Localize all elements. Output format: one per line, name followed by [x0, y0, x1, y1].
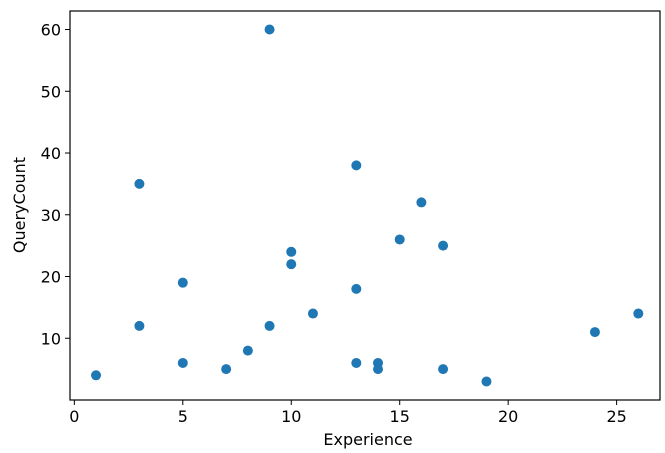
data-point	[589, 327, 600, 338]
data-point	[438, 240, 449, 251]
data-point	[177, 357, 188, 368]
data-point	[177, 277, 188, 288]
data-point	[221, 364, 232, 375]
data-point	[91, 370, 102, 381]
x-tick-label: 0	[69, 407, 79, 426]
data-point	[286, 259, 297, 270]
x-tick-label: 20	[498, 407, 518, 426]
y-tick-label: 60	[41, 21, 61, 40]
data-point	[633, 308, 644, 319]
data-point	[134, 178, 145, 189]
data-point	[438, 364, 449, 375]
data-point	[373, 364, 384, 375]
x-axis-ticks: 0 5 10 15 20 25	[69, 400, 627, 426]
y-tick-label: 50	[41, 82, 61, 101]
data-point	[416, 197, 427, 208]
data-point	[242, 345, 253, 356]
data-point	[351, 160, 362, 171]
x-tick-label: 25	[606, 407, 626, 426]
y-tick-label: 40	[41, 144, 61, 163]
data-point	[394, 234, 405, 245]
x-tick-label: 15	[390, 407, 410, 426]
plot-area	[69, 10, 661, 401]
data-point	[351, 357, 362, 368]
y-axis-ticks: 10 20 30 40 50 60	[41, 21, 70, 348]
data-point	[286, 246, 297, 257]
y-tick-label: 10	[41, 329, 61, 348]
data-point	[264, 320, 275, 331]
data-point	[264, 24, 275, 35]
y-tick-label: 20	[41, 268, 61, 287]
data-point	[307, 308, 318, 319]
y-axis-label: QueryCount	[10, 157, 29, 253]
x-tick-label: 10	[281, 407, 301, 426]
data-point	[351, 283, 362, 294]
data-points	[91, 24, 644, 387]
data-point	[481, 376, 492, 387]
x-tick-label: 5	[178, 407, 188, 426]
y-tick-label: 30	[41, 206, 61, 225]
x-axis-label: Experience	[323, 430, 412, 449]
data-point	[134, 320, 145, 331]
